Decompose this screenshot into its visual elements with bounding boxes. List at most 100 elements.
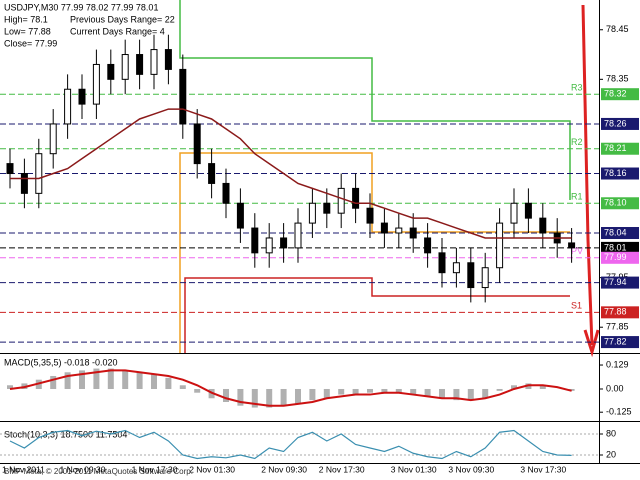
pivot-step-line: [184, 277, 570, 353]
candle-body: [395, 227, 403, 234]
indicator-line: [10, 108, 572, 239]
candle-body: [35, 153, 43, 194]
candle-body: [179, 68, 187, 125]
level-label: 78.04: [604, 227, 627, 237]
macd-bar: [410, 388, 417, 395]
panel-title: MACD(5,35,5) -0.018 -0.020: [4, 357, 118, 367]
candle-body: [251, 227, 259, 254]
y-tick-label: 0.00: [606, 383, 624, 393]
x-tick-label: 2 Nov 17:30: [319, 464, 365, 474]
macd-bar: [7, 385, 13, 389]
macd-bar: [511, 385, 517, 389]
level-label-box: [601, 276, 639, 289]
level-label: 77.88: [604, 307, 627, 317]
candle-body: [49, 123, 57, 155]
macd-bar: [251, 388, 258, 408]
arrow: [581, 4, 600, 358]
pivot-step-line: [179, 0, 571, 200]
level-label: 77.82: [604, 336, 627, 346]
x-tick-label: 1 Nov 17:30: [132, 464, 178, 474]
info-text: Close= 77.99: [4, 38, 57, 48]
candle-body: [438, 252, 446, 274]
macd-bar: [309, 388, 316, 401]
candle-body: [294, 222, 302, 249]
macd-bar: [439, 388, 445, 399]
candle-body: [524, 202, 532, 219]
macd-bar: [323, 388, 330, 399]
y-tick-label: 78.35: [606, 74, 629, 84]
indicator-line: [9, 429, 572, 460]
candle-body: [467, 262, 475, 289]
macd-bar: [453, 388, 460, 401]
macd-bar: [482, 388, 489, 399]
macd-bar: [338, 388, 345, 395]
level-label-box: [601, 117, 639, 130]
pivot-step-line: [179, 152, 570, 353]
candle-body: [208, 163, 216, 184]
info-text: Current Days Range= 4: [70, 26, 165, 36]
macd-bar: [79, 370, 85, 389]
macd-bar: [64, 372, 71, 389]
candle-body: [136, 54, 144, 75]
x-tick-label: 3 Nov 17:30: [520, 464, 566, 474]
macd-bar: [295, 388, 301, 404]
y-tick-label: 77.85: [606, 322, 629, 332]
copyright: BMF-Meta, © 2001-2011 MetaQuotes Softwar…: [4, 467, 193, 476]
y-tick-label: 20: [606, 449, 616, 459]
candle-body: [6, 163, 14, 175]
candle-body: [222, 182, 230, 204]
y-tick-label: 80: [606, 428, 616, 438]
candle-body: [366, 207, 374, 224]
level-tag: R1: [571, 192, 583, 202]
info-text: Low= 77.88: [4, 26, 51, 36]
candle-body: [107, 63, 115, 80]
y-tick-label: 78.45: [606, 24, 629, 34]
level-label-box: [601, 241, 639, 254]
indicator-line: [9, 369, 572, 407]
level-label-box: [601, 167, 639, 180]
info-text: Previous Days Range= 22: [70, 14, 175, 24]
level-label-box: [601, 306, 639, 319]
y-tick-label: -0.125: [606, 407, 632, 417]
candle-body: [352, 187, 360, 209]
macd-bar: [424, 388, 431, 397]
candle-body: [236, 202, 244, 229]
x-tick-label: 2 Nov 01:30: [189, 464, 235, 474]
macd-bar: [179, 385, 186, 389]
macd-bar: [122, 370, 129, 389]
macd-bar: [93, 368, 100, 389]
level-label: 78.10: [604, 198, 627, 208]
candle-body: [510, 202, 518, 224]
x-tick-label: 3 Nov 09:30: [448, 464, 494, 474]
candle-body: [380, 222, 388, 234]
candle-body: [539, 217, 547, 234]
level-label: 78.26: [604, 118, 627, 128]
panel-title: USDJPY,M30 77.99 78.02 77.99 78.01: [4, 2, 158, 12]
candle-body: [265, 237, 273, 254]
candle-body: [150, 49, 158, 75]
candle-body: [424, 237, 432, 254]
candle-body: [323, 202, 331, 214]
candle-body: [280, 237, 288, 249]
candle-body: [92, 63, 100, 105]
candle-body: [568, 242, 576, 249]
level-label-box: [601, 197, 639, 210]
candle-body: [78, 88, 86, 105]
x-tick-label: 3 Nov 01:30: [391, 464, 437, 474]
candle-body: [164, 49, 172, 70]
macd-bar: [539, 385, 546, 389]
macd-bar: [352, 388, 359, 395]
level-label-box: [601, 251, 639, 264]
candle-body: [481, 267, 489, 289]
macd-bar: [266, 388, 273, 408]
candle-body: [121, 54, 129, 80]
level-tag: R2: [571, 137, 583, 147]
candle-body: [496, 222, 504, 269]
candle-body: [64, 88, 72, 125]
macd-bar: [367, 388, 373, 393]
level-label-box: [601, 336, 639, 349]
macd-bar: [107, 368, 114, 389]
y-tick-label: 0.129: [606, 359, 629, 369]
candle-body: [193, 123, 201, 165]
